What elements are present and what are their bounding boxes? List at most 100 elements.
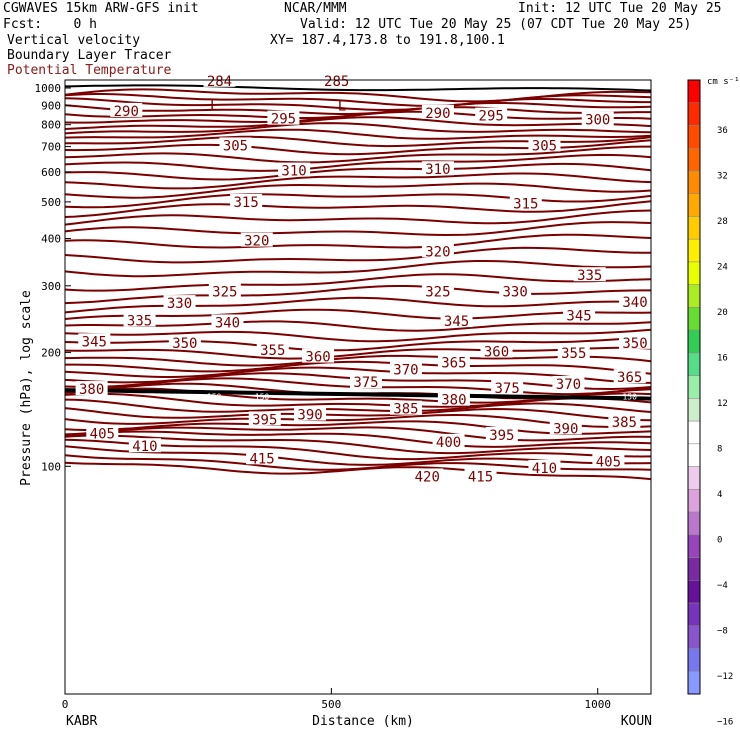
y-tick-label: 300 bbox=[41, 280, 61, 293]
theta-label: 395 bbox=[489, 428, 514, 444]
theta-contour-line bbox=[64, 308, 652, 320]
theta-label: 375 bbox=[353, 375, 378, 391]
colorbar-cell bbox=[687, 125, 701, 149]
y-tick-label: 100 bbox=[41, 460, 61, 473]
y-tick-label: 600 bbox=[41, 166, 61, 179]
axes: 100 200 300 400 500 600 700 800 900 1000 0 500 1000 bbox=[35, 82, 611, 711]
theta-contour-line bbox=[64, 246, 651, 264]
colorbar-label: 8 bbox=[717, 444, 722, 454]
y-axis-title: Pressure (hPa), log scale bbox=[19, 290, 34, 486]
colorbar-label: 20 bbox=[717, 308, 728, 318]
contour-label-bg bbox=[549, 420, 582, 435]
theta-contour-line bbox=[64, 320, 652, 332]
theta-contour-line bbox=[64, 366, 652, 384]
theta-label: 325 bbox=[425, 284, 450, 300]
contour-label-bg bbox=[475, 107, 508, 122]
contour-label-bg bbox=[389, 361, 422, 376]
theta-contour-line bbox=[64, 392, 652, 408]
theta-label: 325 bbox=[212, 284, 237, 300]
contour-label-bg bbox=[421, 104, 454, 119]
y-tick-label: 800 bbox=[41, 119, 61, 132]
theta-contour-line bbox=[64, 182, 652, 199]
theta-contour-line bbox=[64, 273, 652, 292]
colorbar-cell bbox=[687, 443, 701, 467]
theta-label: 375 bbox=[495, 381, 520, 397]
theta-contour-line bbox=[64, 116, 652, 130]
contour-label-bg bbox=[464, 468, 497, 483]
contour-label-bg bbox=[528, 459, 561, 474]
contour-label-bg bbox=[123, 312, 156, 327]
theta-label: 330 bbox=[167, 296, 192, 312]
colorbar-cell bbox=[687, 102, 701, 126]
colorbar-label: −8 bbox=[717, 626, 728, 636]
theta-contour-line bbox=[64, 122, 652, 135]
theta-contour-line bbox=[64, 97, 651, 112]
header-field-1: Vertical velocity bbox=[7, 33, 141, 48]
header-model: CGWAVES 15km ARW-GFS init bbox=[3, 1, 199, 16]
theta-label: 290 bbox=[425, 106, 450, 122]
theta-label: 370 bbox=[393, 363, 418, 379]
theta-contour-line bbox=[64, 172, 652, 190]
low-marker: L bbox=[338, 98, 346, 114]
theta-label: 405 bbox=[90, 427, 115, 443]
contour-label-bg bbox=[246, 450, 279, 465]
tropopause-label: 150 bbox=[207, 392, 222, 401]
theta-contour-line bbox=[64, 354, 652, 367]
colorbar-label: 24 bbox=[717, 262, 728, 272]
theta-contour-line bbox=[65, 360, 652, 375]
colorbar-cell bbox=[687, 420, 701, 445]
contour-label-bg bbox=[110, 102, 143, 117]
theta-label: 380 bbox=[441, 393, 466, 409]
theta-label: 365 bbox=[441, 356, 466, 372]
colorbar-cell bbox=[687, 170, 701, 194]
theta-label: 305 bbox=[223, 138, 248, 154]
contour-label-bg bbox=[208, 283, 241, 298]
theta-label: 315 bbox=[513, 197, 538, 213]
theta-contour-line bbox=[64, 233, 652, 249]
colorbar-cell bbox=[687, 79, 701, 103]
theta-contour-line bbox=[64, 145, 651, 164]
theta-contour-line bbox=[64, 221, 652, 237]
contour-label-bg bbox=[608, 413, 641, 428]
contour-label-bg bbox=[230, 193, 263, 208]
theta-label: 305 bbox=[532, 138, 557, 154]
colorbar-unit: cm s⁻¹ bbox=[707, 77, 740, 87]
contour-label-bg bbox=[437, 354, 470, 369]
theta-label: 300 bbox=[585, 113, 610, 129]
colorbar-cell bbox=[687, 489, 701, 513]
colorbar-cell bbox=[687, 307, 701, 331]
contour-label-bg bbox=[421, 243, 454, 258]
theta-label: 284 bbox=[207, 74, 232, 90]
theta-contour-line bbox=[64, 398, 652, 413]
header-init: Init: 12 UTC Tue 20 May 25 bbox=[518, 1, 722, 16]
theta-contour-line bbox=[64, 296, 652, 314]
contour-label-bg bbox=[248, 411, 281, 426]
theta-label: 370 bbox=[556, 377, 581, 393]
contour-label-bg bbox=[240, 232, 273, 247]
colorbar-cell bbox=[687, 329, 701, 354]
theta-label: 365 bbox=[617, 370, 642, 386]
colorbar-label: 36 bbox=[717, 126, 728, 136]
colorbar-label: 4 bbox=[717, 490, 722, 500]
theta-label: 355 bbox=[561, 346, 586, 362]
theta-label: 350 bbox=[622, 336, 647, 352]
theta-label: 395 bbox=[252, 412, 277, 428]
theta-label: 295 bbox=[479, 109, 504, 125]
theta-contour-line bbox=[64, 93, 652, 107]
header-valid: Valid: 12 UTC Tue 20 May 25 (07 CDT Tue … bbox=[300, 17, 692, 32]
y-tick-label: 900 bbox=[41, 99, 61, 112]
header-fcst: Fcst: 0 h bbox=[3, 17, 97, 32]
theta-label: 295 bbox=[271, 112, 296, 128]
contour-label-bg bbox=[86, 425, 119, 440]
x-axis-title: Distance (km) bbox=[312, 714, 414, 729]
theta-label: 360 bbox=[305, 350, 330, 366]
theta-contour-line bbox=[64, 193, 652, 209]
contour-label-bg bbox=[619, 293, 652, 308]
contour-label-bg bbox=[552, 376, 585, 391]
contour-label-bg bbox=[219, 137, 252, 152]
colorbar-cell bbox=[687, 466, 701, 490]
colorbar-label: 0 bbox=[717, 535, 722, 545]
theta-label: 345 bbox=[444, 314, 469, 330]
colorbar-cell bbox=[687, 398, 701, 422]
theta-label: 315 bbox=[233, 195, 258, 211]
